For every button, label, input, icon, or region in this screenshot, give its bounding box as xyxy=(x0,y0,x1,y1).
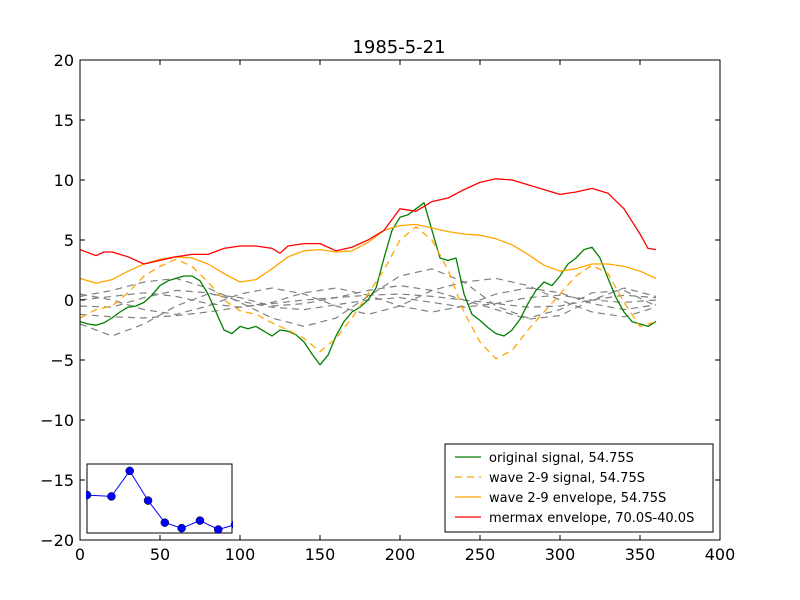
inset-series xyxy=(86,466,233,534)
inset-point xyxy=(86,490,92,500)
x-tick-label: 300 xyxy=(545,545,576,564)
legend: original signal, 54.75S wave 2-9 signal, … xyxy=(444,443,714,533)
legend-label-4: mermax envelope, 70.0S-40.0S xyxy=(489,511,694,526)
y-tick-label: −20 xyxy=(40,531,74,550)
inset-point xyxy=(177,523,186,533)
series-line-2 xyxy=(80,226,657,360)
x-tick-label: 100 xyxy=(225,545,256,564)
legend-label-2: wave 2-9 signal, 54.75S xyxy=(489,471,645,486)
inset-point xyxy=(143,496,153,505)
y-tick-label: 5 xyxy=(64,231,74,250)
y-tick-label: −10 xyxy=(40,411,74,430)
inset-point xyxy=(195,516,205,525)
y-tick-label: −5 xyxy=(50,351,74,370)
plot-area: 0 50 100 150 200 250 300 350 400 −20 −15 −10 −5 0 5 10 1… xyxy=(40,51,735,564)
legend-box xyxy=(444,443,714,533)
series-line-4 xyxy=(80,178,657,265)
chart-title: 1985-5-21 xyxy=(352,37,445,58)
x-tick-label: 150 xyxy=(305,545,336,564)
x-tick-label: 250 xyxy=(465,545,496,564)
series-line-1 xyxy=(80,202,657,366)
inset-point xyxy=(107,492,116,501)
inset-point xyxy=(125,466,134,476)
x-tick-label: 350 xyxy=(625,545,656,564)
x-tick-label: 200 xyxy=(385,545,416,564)
y-tick-label: 20 xyxy=(54,51,74,70)
inset-plot xyxy=(86,463,233,534)
grey-wave-line-3 xyxy=(80,277,657,318)
y-tick-label: 10 xyxy=(54,171,74,190)
series-group xyxy=(80,178,657,366)
legend-label-1: original signal, 54.75S xyxy=(489,451,634,466)
inset-point xyxy=(214,525,223,534)
grey-wave-line-2 xyxy=(80,285,657,337)
x-tick-label: 400 xyxy=(705,545,736,564)
inset-point xyxy=(230,520,233,529)
grey-wave-line-5 xyxy=(80,287,657,313)
x-tick-label: 0 xyxy=(75,545,85,564)
inset-point xyxy=(160,518,170,527)
y-tick-label: 0 xyxy=(64,291,74,310)
y-tick-label: 15 xyxy=(54,111,74,130)
y-tick-label: −15 xyxy=(40,471,74,490)
legend-label-3: wave 2-9 envelope, 54.75S xyxy=(489,491,666,506)
x-tick-label: 50 xyxy=(150,545,170,564)
